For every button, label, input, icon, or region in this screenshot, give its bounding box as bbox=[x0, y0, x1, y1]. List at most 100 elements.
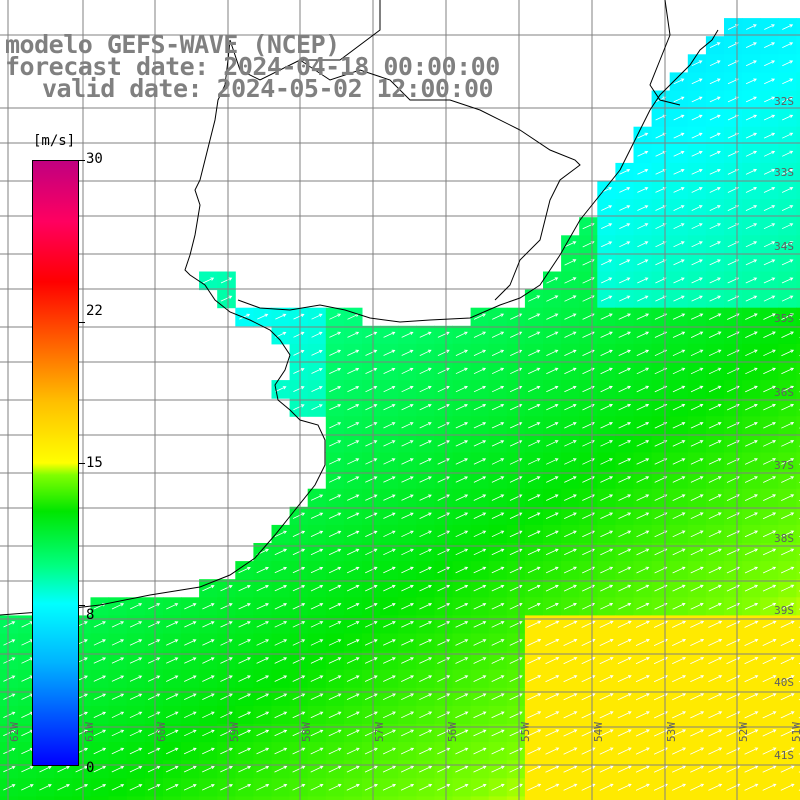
wind-arrow bbox=[328, 621, 342, 628]
wind-arrow bbox=[365, 603, 378, 610]
wind-arrow bbox=[780, 584, 795, 592]
wind-arrow bbox=[39, 766, 52, 773]
wind-arrow bbox=[599, 675, 614, 683]
wind-arrow bbox=[184, 693, 197, 700]
wind-arrow bbox=[690, 602, 704, 610]
wind-arrow bbox=[419, 675, 433, 682]
field-cell bbox=[18, 796, 37, 800]
wind-arrow bbox=[563, 675, 578, 683]
wind-arrow bbox=[746, 24, 757, 30]
wind-arrow bbox=[545, 512, 559, 519]
wind-arrow bbox=[509, 657, 523, 664]
wind-arrow bbox=[365, 404, 378, 411]
wind-arrow bbox=[220, 729, 233, 737]
wind-arrow bbox=[546, 476, 559, 483]
wind-arrow bbox=[455, 367, 468, 375]
wind-arrow bbox=[165, 693, 179, 700]
field-cell bbox=[796, 760, 800, 779]
wind-arrow bbox=[600, 548, 614, 556]
wind-arrow bbox=[564, 349, 577, 356]
wind-arrow bbox=[455, 385, 468, 393]
wind-arrow bbox=[419, 548, 432, 556]
field-cell bbox=[271, 796, 291, 800]
wind-arrow bbox=[672, 765, 687, 773]
field-cell bbox=[796, 669, 800, 689]
wind-arrow bbox=[600, 295, 613, 302]
wind-arrow bbox=[672, 476, 686, 483]
wind-arrow bbox=[762, 566, 777, 574]
wind-arrow bbox=[564, 494, 577, 501]
wind-arrow bbox=[293, 313, 305, 320]
wind-arrow bbox=[763, 440, 777, 447]
lat-label-35s: 35S bbox=[774, 312, 794, 325]
wind-arrow bbox=[220, 747, 233, 755]
wind-arrow bbox=[545, 711, 560, 719]
wind-arrow bbox=[310, 765, 324, 773]
wind-arrow bbox=[183, 765, 197, 773]
field-cell bbox=[669, 796, 689, 800]
wind-arrow bbox=[599, 657, 614, 665]
wind-arrow bbox=[455, 783, 469, 791]
field-cell bbox=[796, 235, 800, 254]
wind-arrow bbox=[708, 765, 723, 773]
wind-arrow bbox=[310, 548, 324, 556]
wind-arrow bbox=[57, 784, 70, 791]
wind-arrow bbox=[618, 349, 631, 356]
wind-arrow bbox=[437, 530, 451, 538]
wind-arrow bbox=[3, 675, 16, 682]
field-cell bbox=[0, 796, 19, 800]
wind-arrow bbox=[419, 440, 432, 447]
wind-arrow bbox=[347, 386, 360, 393]
wind-arrow bbox=[600, 566, 614, 574]
wind-arrow bbox=[3, 711, 16, 718]
title-forecast-date: forecast date: 2024-04-18 00:00:00 bbox=[5, 52, 500, 81]
wind-arrow bbox=[419, 783, 433, 791]
field-cell bbox=[796, 398, 800, 417]
wind-arrow bbox=[690, 331, 704, 338]
wind-arrow bbox=[564, 259, 577, 266]
field-cell bbox=[796, 488, 800, 508]
wind-arrow bbox=[617, 638, 632, 646]
wind-arrow bbox=[383, 422, 396, 429]
wind-arrow bbox=[601, 241, 613, 248]
wind-arrow bbox=[655, 96, 667, 103]
wind-arrow bbox=[437, 476, 450, 483]
wind-arrow bbox=[473, 584, 487, 592]
lon-label-55w: 55W bbox=[519, 722, 532, 742]
wind-arrow bbox=[292, 585, 306, 592]
wind-arrow bbox=[238, 566, 251, 574]
wind-arrow bbox=[220, 675, 233, 682]
wind-arrow bbox=[745, 223, 758, 230]
wind-arrow bbox=[129, 621, 143, 628]
wind-arrow bbox=[202, 729, 215, 737]
wind-arrow bbox=[455, 765, 469, 773]
lat-label-39s: 39S bbox=[774, 604, 794, 617]
field-cell bbox=[796, 561, 800, 580]
wind-arrow bbox=[437, 494, 450, 501]
wind-arrow bbox=[365, 494, 378, 501]
wind-arrow bbox=[764, 96, 776, 103]
wind-arrow bbox=[419, 458, 432, 465]
wind-arrow bbox=[636, 458, 650, 465]
wind-arrow bbox=[382, 747, 396, 755]
wind-arrow bbox=[364, 693, 378, 700]
wind-arrow bbox=[491, 584, 505, 592]
field-cell bbox=[796, 543, 800, 562]
wind-arrow bbox=[708, 747, 723, 755]
wind-arrow bbox=[293, 368, 305, 374]
wind-arrow bbox=[292, 783, 306, 791]
wind-arrow bbox=[564, 530, 577, 538]
wind-arrow bbox=[619, 241, 631, 248]
wind-arrow bbox=[745, 367, 758, 375]
wind-arrow bbox=[546, 295, 559, 302]
wind-arrow bbox=[437, 331, 450, 338]
wind-arrow bbox=[762, 548, 777, 556]
wind-arrow bbox=[310, 621, 324, 628]
wind-arrow bbox=[781, 349, 795, 357]
wind-arrow bbox=[455, 404, 468, 411]
wind-arrow bbox=[293, 331, 305, 338]
wind-arrow bbox=[672, 440, 686, 447]
wind-arrow bbox=[690, 765, 705, 773]
wind-arrow bbox=[364, 783, 378, 791]
wind-arrow bbox=[310, 729, 324, 737]
